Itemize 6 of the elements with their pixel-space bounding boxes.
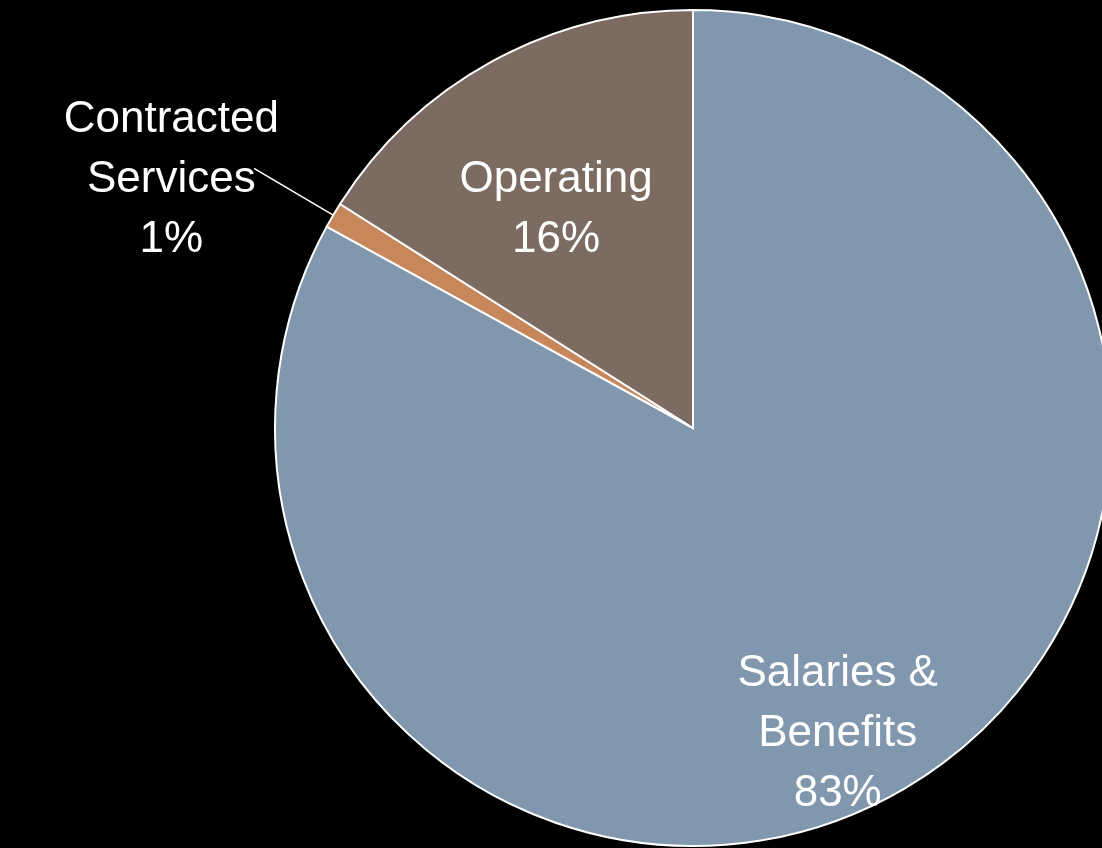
slice-label: Salaries & Benefits — [737, 645, 938, 755]
slice-label: Operating — [459, 151, 653, 201]
data-label: 1% — [139, 212, 204, 262]
slice-label: Contracted Services — [63, 92, 279, 202]
data-label: 83% — [793, 765, 882, 815]
data-label: 16% — [512, 211, 601, 261]
